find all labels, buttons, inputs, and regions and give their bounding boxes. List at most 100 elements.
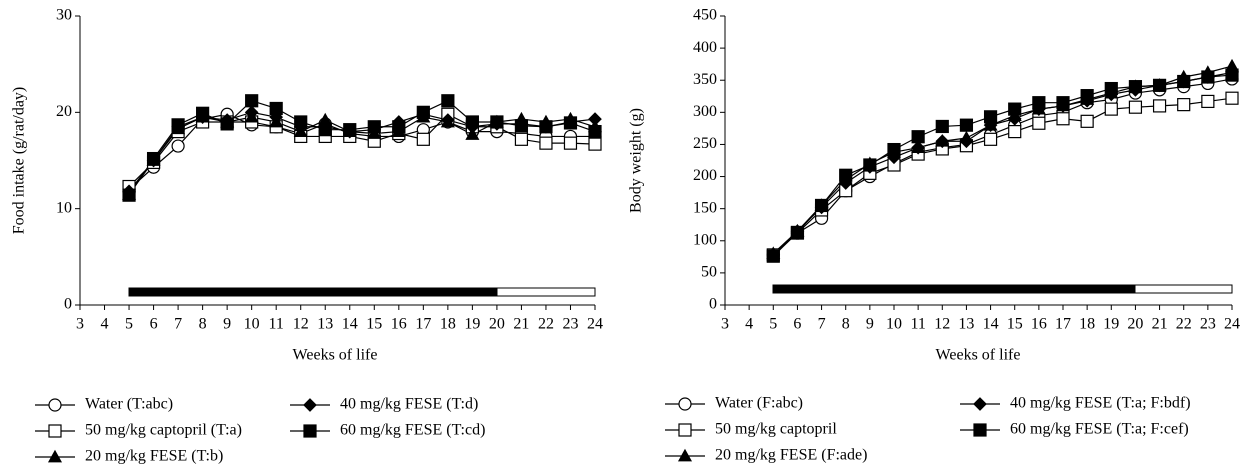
marker bbox=[1128, 80, 1143, 94]
marker bbox=[1152, 78, 1167, 92]
marker bbox=[367, 120, 381, 134]
legend-marker bbox=[48, 398, 62, 412]
x-tick-label: 13 bbox=[958, 316, 974, 333]
x-tick-label: 16 bbox=[1031, 316, 1047, 333]
marker bbox=[563, 116, 578, 130]
marker bbox=[1201, 94, 1215, 109]
y-axis-label: Body weight (g) bbox=[628, 108, 645, 213]
marker bbox=[539, 136, 553, 150]
legend-label: 50 mg/kg captopril bbox=[715, 421, 837, 438]
marker bbox=[1225, 91, 1239, 105]
marker bbox=[1032, 116, 1046, 130]
y-tick-label: 250 bbox=[693, 135, 717, 152]
legend-label: 20 mg/kg FESE (F:ade) bbox=[715, 447, 867, 464]
marker bbox=[588, 124, 602, 139]
marker bbox=[269, 101, 283, 116]
marker bbox=[588, 137, 602, 151]
marker bbox=[1080, 89, 1094, 103]
marker bbox=[441, 113, 455, 127]
marker bbox=[171, 139, 185, 153]
x-tick-label: 4 bbox=[745, 316, 753, 333]
marker bbox=[911, 130, 925, 144]
marker bbox=[935, 119, 949, 134]
x-tick-label: 22 bbox=[538, 316, 554, 333]
marker bbox=[1177, 98, 1191, 112]
legend-label: Water (T:abc) bbox=[85, 396, 173, 413]
marker bbox=[766, 249, 780, 263]
marker bbox=[539, 120, 553, 134]
x-tick-label: 18 bbox=[1079, 316, 1095, 333]
legend-marker bbox=[973, 423, 987, 437]
legend-label: 60 mg/kg FESE (T:a; F:cef) bbox=[1010, 421, 1189, 438]
marker bbox=[416, 132, 430, 146]
marker bbox=[790, 225, 805, 240]
marker bbox=[959, 134, 974, 149]
y-tick-label: 10 bbox=[56, 199, 72, 216]
marker bbox=[465, 127, 480, 140]
legend-label: 40 mg/kg FESE (T:a; F:bdf) bbox=[1010, 395, 1191, 412]
legend-label: 60 mg/kg FESE (T:cd) bbox=[340, 422, 485, 439]
x-axis-label: Weeks of life bbox=[293, 347, 378, 364]
y-tick-label: 30 bbox=[56, 7, 72, 24]
x-tick-label: 12 bbox=[293, 316, 309, 333]
marker bbox=[1008, 124, 1022, 139]
marker bbox=[318, 123, 332, 137]
x-tick-label: 6 bbox=[793, 316, 801, 333]
x-tick-label: 11 bbox=[268, 316, 283, 333]
marker bbox=[146, 151, 161, 166]
marker bbox=[563, 136, 578, 150]
marker bbox=[1128, 100, 1143, 114]
y-tick-label: 0 bbox=[709, 296, 717, 313]
marker bbox=[294, 115, 308, 129]
legend-label: Water (F:abc) bbox=[715, 395, 803, 412]
marker bbox=[887, 142, 901, 157]
x-axis-label: Weeks of life bbox=[936, 347, 1021, 364]
marker bbox=[416, 105, 430, 119]
legend-marker bbox=[678, 397, 692, 411]
marker bbox=[465, 115, 479, 129]
y-tick-label: 50 bbox=[701, 264, 717, 281]
x-tick-label: 9 bbox=[866, 316, 874, 333]
washout-bar bbox=[1134, 284, 1233, 294]
x-tick-label: 24 bbox=[1224, 316, 1240, 333]
marker bbox=[220, 117, 234, 131]
marker bbox=[839, 168, 853, 182]
marker bbox=[1152, 99, 1167, 113]
x-tick-label: 20 bbox=[489, 316, 505, 333]
y-tick-label: 100 bbox=[693, 231, 717, 248]
marker bbox=[514, 119, 529, 133]
legend-label: 40 mg/kg FESE (T:d) bbox=[340, 396, 478, 413]
marker bbox=[935, 134, 950, 149]
x-tick-label: 11 bbox=[910, 316, 925, 333]
legend-marker bbox=[48, 424, 62, 438]
x-tick-label: 17 bbox=[1055, 316, 1071, 333]
y-tick-label: 200 bbox=[693, 167, 717, 184]
x-tick-label: 23 bbox=[562, 316, 578, 333]
marker bbox=[814, 198, 829, 213]
y-tick-label: 400 bbox=[693, 39, 717, 56]
x-tick-label: 7 bbox=[174, 316, 182, 333]
x-tick-label: 6 bbox=[150, 316, 158, 333]
x-tick-label: 14 bbox=[983, 316, 999, 333]
marker bbox=[1201, 70, 1215, 84]
marker bbox=[392, 120, 406, 134]
x-tick-label: 9 bbox=[223, 316, 231, 333]
x-tick-label: 8 bbox=[842, 316, 850, 333]
marker bbox=[1104, 102, 1118, 116]
x-tick-label: 10 bbox=[886, 316, 902, 333]
marker bbox=[1056, 112, 1070, 126]
y-axis-label: Food intake (g/rat/day) bbox=[11, 87, 28, 235]
marker bbox=[343, 123, 357, 137]
marker bbox=[959, 118, 974, 132]
treatment-bar bbox=[772, 284, 1136, 294]
marker bbox=[1008, 102, 1022, 116]
legend-label: 50 mg/kg captopril (T:a) bbox=[85, 422, 242, 439]
y-tick-label: 350 bbox=[693, 71, 717, 88]
legend-marker bbox=[973, 397, 987, 411]
y-tick-label: 20 bbox=[56, 103, 72, 120]
x-tick-label: 15 bbox=[1007, 316, 1023, 333]
marker bbox=[863, 158, 877, 172]
x-tick-label: 5 bbox=[769, 316, 777, 333]
x-tick-label: 7 bbox=[818, 316, 826, 333]
